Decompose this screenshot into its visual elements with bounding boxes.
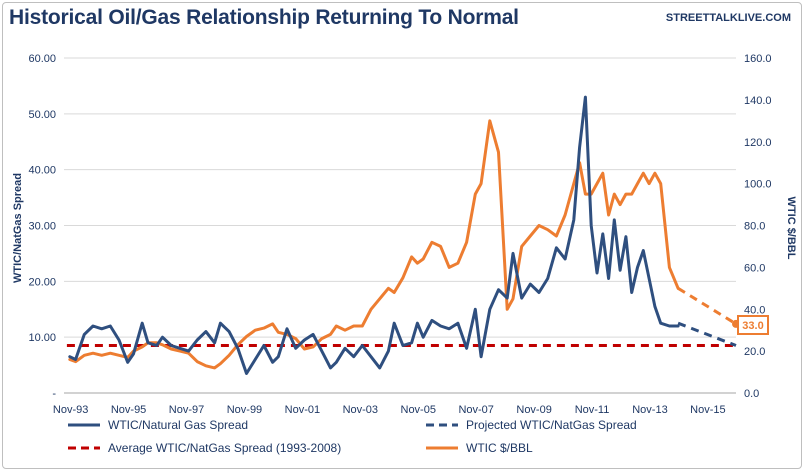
left-tick-label: 10.00 <box>28 332 56 344</box>
left-tick-label: 50.00 <box>28 109 56 121</box>
series-lines <box>66 95 740 375</box>
right-tick-label: 80.0 <box>744 221 765 233</box>
legend: WTIC/Natural Gas Spread Projected WTIC/Na… <box>68 418 637 455</box>
left-tick-label: 40.00 <box>28 165 56 177</box>
right-tick-label: 40.0 <box>744 304 765 316</box>
x-tick-label: Nov-93 <box>53 404 88 416</box>
right-tick-label: 120.0 <box>744 137 772 149</box>
left-axis-ticks: - 10.00 20.00 30.00 40.00 50.00 60.00 <box>28 53 56 400</box>
series-line-1 <box>677 321 737 347</box>
series-line-3 <box>68 119 680 370</box>
left-tick-label: 20.00 <box>28 276 56 288</box>
x-tick-label: Nov-99 <box>227 404 262 416</box>
callout-box <box>737 315 769 335</box>
x-tick-label: Nov-97 <box>169 404 204 416</box>
x-tick-label: Nov-09 <box>516 404 551 416</box>
end-value-callout: 33.0 <box>737 315 769 335</box>
chart-title: Historical Oil/Gas Relationship Returnin… <box>9 6 519 29</box>
legend-label: Average WTIC/NatGas Spread (1993-2008) <box>108 441 341 455</box>
right-tick-label: 100.0 <box>744 179 772 191</box>
right-axis-label: WTIC $/BBL <box>785 197 797 260</box>
x-tick-label: Nov-13 <box>632 404 667 416</box>
left-tick-label: - <box>52 388 56 400</box>
right-tick-label: 60.0 <box>744 262 765 274</box>
series-line-4 <box>677 287 737 326</box>
x-tick-label: Nov-07 <box>458 404 493 416</box>
right-tick-label: 20.0 <box>744 346 765 358</box>
series-line-0 <box>68 95 680 375</box>
callout-value: 33.0 <box>742 320 763 332</box>
left-axis-label: WTIC/NatGas Spread <box>12 173 24 283</box>
x-tick-label: Nov-05 <box>401 404 436 416</box>
right-tick-label: 140.0 <box>744 95 772 107</box>
right-axis-ticks: 0.0 20.0 40.0 60.0 80.0 100.0 120.0 140.0 160.0 <box>744 53 772 400</box>
left-tick-label: 30.00 <box>28 221 56 233</box>
x-tick-label: Nov-01 <box>285 404 320 416</box>
x-tick-label: Nov-03 <box>343 404 378 416</box>
x-tick-label: Nov-95 <box>111 404 146 416</box>
legend-label: WTIC $/BBL <box>466 441 533 455</box>
right-tick-label: 160.0 <box>744 53 772 65</box>
right-tick-label: 0.0 <box>744 388 759 400</box>
left-tick-label: 60.00 <box>28 53 56 65</box>
x-tick-label: Nov-15 <box>690 404 725 416</box>
x-tick-label: Nov-11 <box>575 404 610 416</box>
x-axis-ticks: Nov-93 Nov-95 Nov-97 Nov-99 Nov-01 Nov-03 Nov-… <box>53 404 726 416</box>
source-label: STREETTALKLIVE.COM <box>665 12 791 24</box>
legend-label: WTIC/Natural Gas Spread <box>108 418 248 432</box>
gridlines <box>64 57 736 394</box>
legend-label: Projected WTIC/NatGas Spread <box>466 418 637 432</box>
